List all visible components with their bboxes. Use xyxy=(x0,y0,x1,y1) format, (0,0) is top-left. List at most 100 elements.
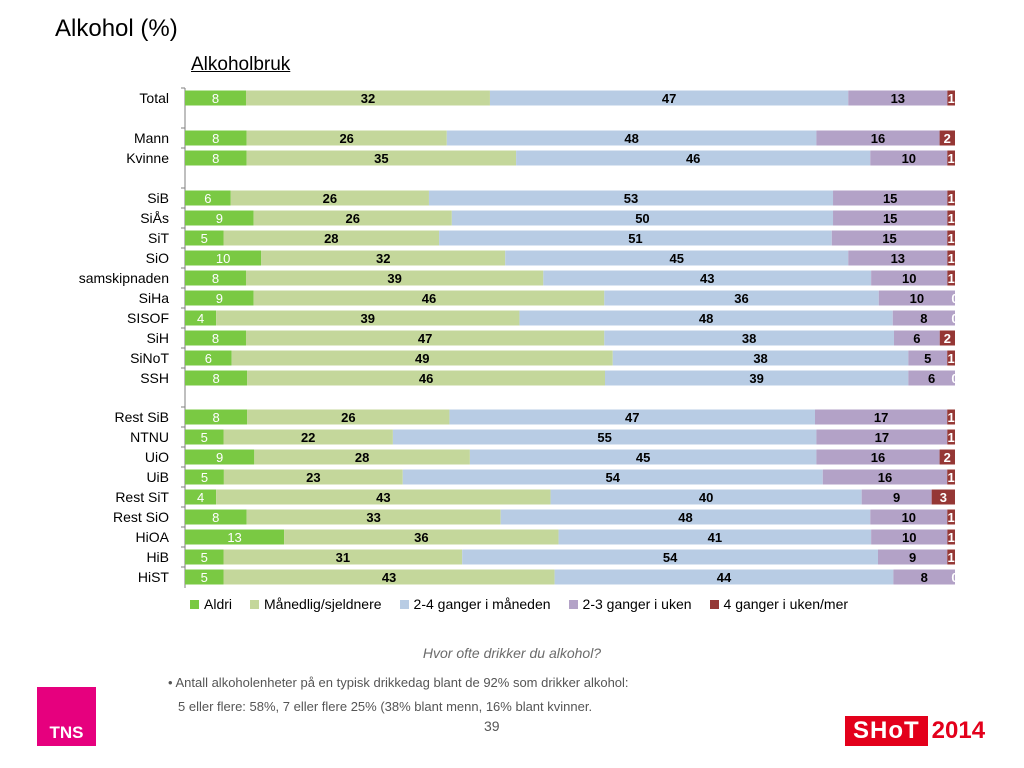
bar-segment xyxy=(947,509,955,525)
data-label: 5 xyxy=(201,550,208,565)
category-label: Rest SiB xyxy=(115,409,169,425)
bar-segment xyxy=(185,330,246,346)
bar-segment xyxy=(261,250,506,266)
bar-segment xyxy=(185,509,247,525)
data-label: 10 xyxy=(216,251,230,266)
data-label: 48 xyxy=(624,131,638,146)
bar-segment xyxy=(428,190,834,206)
bar-segment xyxy=(489,90,849,106)
bar-segment xyxy=(392,429,817,445)
data-label: 43 xyxy=(376,490,390,505)
bar-segment xyxy=(185,370,248,386)
bar-segment xyxy=(216,310,520,326)
bar-segment xyxy=(931,489,955,505)
bar-segment xyxy=(451,210,834,226)
data-label: 15 xyxy=(883,211,897,226)
category-label: HiB xyxy=(146,549,169,565)
category-label: SiH xyxy=(146,330,169,346)
bar-segment xyxy=(439,230,832,246)
data-label: 1 xyxy=(948,211,955,226)
bar-segment xyxy=(947,350,955,366)
data-label: 31 xyxy=(336,550,350,565)
bar-segment xyxy=(947,150,955,166)
bar-segment xyxy=(554,569,894,585)
bar-segment xyxy=(516,150,871,166)
bar-segment xyxy=(247,409,450,425)
data-label: 1 xyxy=(948,151,955,166)
category-label: HiOA xyxy=(136,529,170,545)
data-label: 39 xyxy=(749,371,763,386)
data-label: 15 xyxy=(883,191,897,206)
data-label: 26 xyxy=(341,410,355,425)
data-label: 6 xyxy=(928,371,935,386)
bar-segment xyxy=(402,469,823,485)
bar-segment xyxy=(223,469,403,485)
bar-segment xyxy=(245,90,490,106)
bar-segment xyxy=(230,190,429,206)
bar-segment xyxy=(185,190,231,206)
category-label: Rest SiO xyxy=(113,509,169,525)
data-label: 46 xyxy=(686,151,700,166)
bar-segment xyxy=(816,449,940,465)
data-label: 46 xyxy=(419,371,433,386)
data-label: 17 xyxy=(874,410,888,425)
data-label: 16 xyxy=(878,470,892,485)
bar-segment xyxy=(558,529,872,545)
data-label: 5 xyxy=(201,570,208,585)
data-label: 9 xyxy=(216,211,223,226)
bar-segment xyxy=(947,429,955,445)
data-label: 47 xyxy=(625,410,639,425)
data-label: 16 xyxy=(871,131,885,146)
data-label: 5 xyxy=(201,231,208,246)
bar-segment xyxy=(833,190,948,206)
category-label: Kvinne xyxy=(126,150,169,166)
bar-segment xyxy=(185,469,224,485)
bar-segment xyxy=(939,330,955,346)
bar-segment xyxy=(870,509,948,525)
bar-segment xyxy=(216,489,551,505)
data-label: 6 xyxy=(204,191,211,206)
bar-segment xyxy=(816,130,940,146)
category-label: samskipnaden xyxy=(79,270,169,286)
data-label: 43 xyxy=(382,570,396,585)
legend-label-aldri: Aldri xyxy=(204,596,233,612)
data-label: 9 xyxy=(893,490,900,505)
bar-segment xyxy=(815,409,948,425)
bar-segment xyxy=(816,429,948,445)
chart-title: Alkoholbruk xyxy=(191,54,291,75)
data-label: 17 xyxy=(875,430,889,445)
data-label: 32 xyxy=(376,251,390,266)
data-label: 1 xyxy=(948,530,955,545)
slide-title: Alkohol (%) xyxy=(55,15,178,42)
data-label: 8 xyxy=(212,510,219,525)
category-label: Total xyxy=(139,90,169,106)
bar-segment xyxy=(185,310,217,326)
bar-segment xyxy=(543,270,872,286)
bar-segment xyxy=(612,350,909,366)
bar-segment xyxy=(939,449,955,465)
bar-segment xyxy=(519,310,893,326)
data-label: 8 xyxy=(212,271,219,286)
data-label: 47 xyxy=(662,91,676,106)
bar-segment xyxy=(870,150,948,166)
data-label: 8 xyxy=(212,91,219,106)
category-label: NTNU xyxy=(130,429,169,445)
data-label: 0 xyxy=(951,570,958,585)
bar-segment xyxy=(185,230,224,246)
bar-segment xyxy=(185,569,224,585)
data-label: 13 xyxy=(891,91,905,106)
bar-segment xyxy=(245,330,605,346)
data-label: 26 xyxy=(339,131,353,146)
data-label: 10 xyxy=(902,151,916,166)
data-label: 16 xyxy=(871,450,885,465)
bar-segment xyxy=(246,150,517,166)
data-label: 8 xyxy=(212,331,219,346)
bar-segment xyxy=(185,489,217,505)
legend-item-2-3-uke: 2-3 ganger i uken xyxy=(568,596,692,612)
data-label: 8 xyxy=(920,311,927,326)
category-label: SiT xyxy=(148,230,169,246)
bar-segment xyxy=(833,210,948,226)
bar-segment xyxy=(908,350,948,366)
data-label: 1 xyxy=(947,351,954,366)
